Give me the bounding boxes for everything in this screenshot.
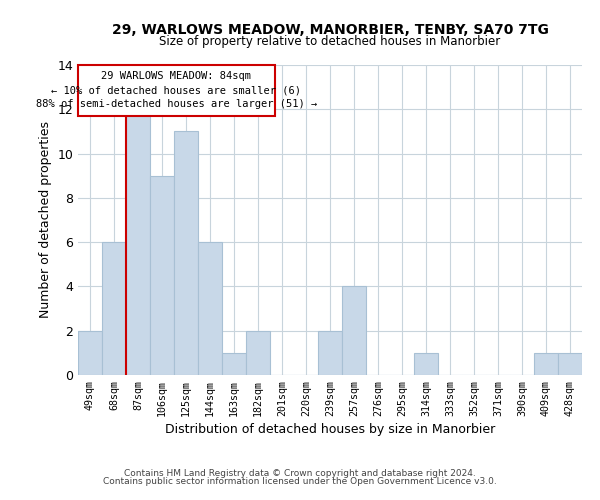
Bar <box>222 353 246 375</box>
Text: Contains HM Land Registry data © Crown copyright and database right 2024.: Contains HM Land Registry data © Crown c… <box>124 468 476 477</box>
Text: Contains public sector information licensed under the Open Government Licence v3: Contains public sector information licen… <box>103 477 497 486</box>
Bar <box>126 110 150 375</box>
Bar <box>342 286 366 375</box>
Bar <box>414 353 438 375</box>
Bar <box>78 330 102 375</box>
X-axis label: Distribution of detached houses by size in Manorbier: Distribution of detached houses by size … <box>165 423 495 436</box>
Bar <box>174 132 198 375</box>
Bar <box>534 353 558 375</box>
Bar <box>246 330 270 375</box>
Bar <box>102 242 126 375</box>
Bar <box>318 330 342 375</box>
Text: Size of property relative to detached houses in Manorbier: Size of property relative to detached ho… <box>160 35 500 48</box>
Y-axis label: Number of detached properties: Number of detached properties <box>39 122 52 318</box>
Bar <box>558 353 582 375</box>
Text: 29, WARLOWS MEADOW, MANORBIER, TENBY, SA70 7TG: 29, WARLOWS MEADOW, MANORBIER, TENBY, SA… <box>112 22 548 36</box>
Text: 29 WARLOWS MEADOW: 84sqm
← 10% of detached houses are smaller (6)
88% of semi-de: 29 WARLOWS MEADOW: 84sqm ← 10% of detach… <box>36 72 317 110</box>
Bar <box>150 176 174 375</box>
Bar <box>198 242 222 375</box>
FancyBboxPatch shape <box>78 65 275 116</box>
